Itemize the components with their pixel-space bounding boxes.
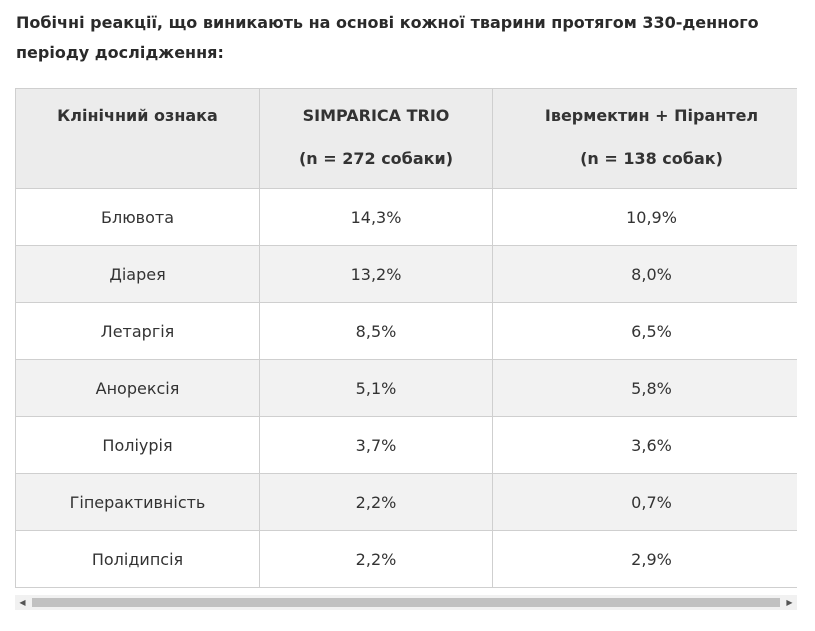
- cell-ivermectin-value: 8,0%: [492, 245, 797, 303]
- cell-clinical-sign: Летаргія: [15, 302, 260, 360]
- cell-ivermectin-value: 6,5%: [492, 302, 797, 360]
- cell-ivermectin-value: 3,6%: [492, 416, 797, 474]
- cell-clinical-sign: Полідипсія: [15, 530, 260, 588]
- cell-simparica-value: 3,7%: [259, 416, 493, 474]
- table-scroll-container[interactable]: Клінічний ознака SIMPARICA TRIO (n = 272…: [15, 88, 797, 594]
- cell-ivermectin-value: 0,7%: [492, 473, 797, 531]
- cell-ivermectin-value: 2,9%: [492, 530, 797, 588]
- table-row: Анорексія 5,1% 5,8%: [15, 359, 797, 417]
- cell-ivermectin-value: 5,8%: [492, 359, 797, 417]
- header-ivermectin-pyrantel-count: (n = 138 собак): [580, 149, 723, 168]
- header-clinical-sign: Клінічний ознака: [15, 88, 260, 189]
- scrollbar-thumb[interactable]: [32, 598, 780, 607]
- table-row: Летаргія 8,5% 6,5%: [15, 302, 797, 360]
- cell-clinical-sign: Діарея: [15, 245, 260, 303]
- cell-clinical-sign: Поліурія: [15, 416, 260, 474]
- cell-clinical-sign: Анорексія: [15, 359, 260, 417]
- cell-simparica-value: 2,2%: [259, 473, 493, 531]
- header-clinical-sign-label: Клінічний ознака: [57, 106, 218, 125]
- header-simparica-trio-count: (n = 272 собаки): [298, 149, 454, 168]
- cell-clinical-sign: Гіперактивність: [15, 473, 260, 531]
- cell-simparica-value: 14,3%: [259, 188, 493, 246]
- cell-simparica-value: 8,5%: [259, 302, 493, 360]
- table-row: Діарея 13,2% 8,0%: [15, 245, 797, 303]
- header-ivermectin-pyrantel-label: Івермектин + Пірантел: [544, 106, 759, 125]
- table-caption: Побічні реакції, що виникають на основі …: [16, 13, 759, 62]
- header-simparica-trio-label: SIMPARICA TRIO: [302, 106, 450, 125]
- table-row: Гіперактивність 2,2% 0,7%: [15, 473, 797, 531]
- table-header-row: Клінічний ознака SIMPARICA TRIO (n = 272…: [15, 88, 797, 189]
- header-simparica-trio: SIMPARICA TRIO (n = 272 собаки): [259, 88, 493, 189]
- cell-simparica-value: 5,1%: [259, 359, 493, 417]
- triangle-left-icon[interactable]: ◀: [19, 598, 26, 607]
- cell-clinical-sign: Блювота: [15, 188, 260, 246]
- table-row: Блювота 14,3% 10,9%: [15, 188, 797, 246]
- cell-simparica-value: 2,2%: [259, 530, 493, 588]
- triangle-right-icon[interactable]: ▶: [786, 598, 793, 607]
- cell-ivermectin-value: 10,9%: [492, 188, 797, 246]
- adverse-reactions-table: Клінічний ознака SIMPARICA TRIO (n = 272…: [15, 88, 797, 588]
- table-row: Поліурія 3,7% 3,6%: [15, 416, 797, 474]
- horizontal-scrollbar[interactable]: ◀ ▶: [15, 595, 797, 610]
- cell-simparica-value: 13,2%: [259, 245, 493, 303]
- header-ivermectin-pyrantel: Івермектин + Пірантел (n = 138 собак): [492, 88, 797, 189]
- table-row: Полідипсія 2,2% 2,9%: [15, 530, 797, 588]
